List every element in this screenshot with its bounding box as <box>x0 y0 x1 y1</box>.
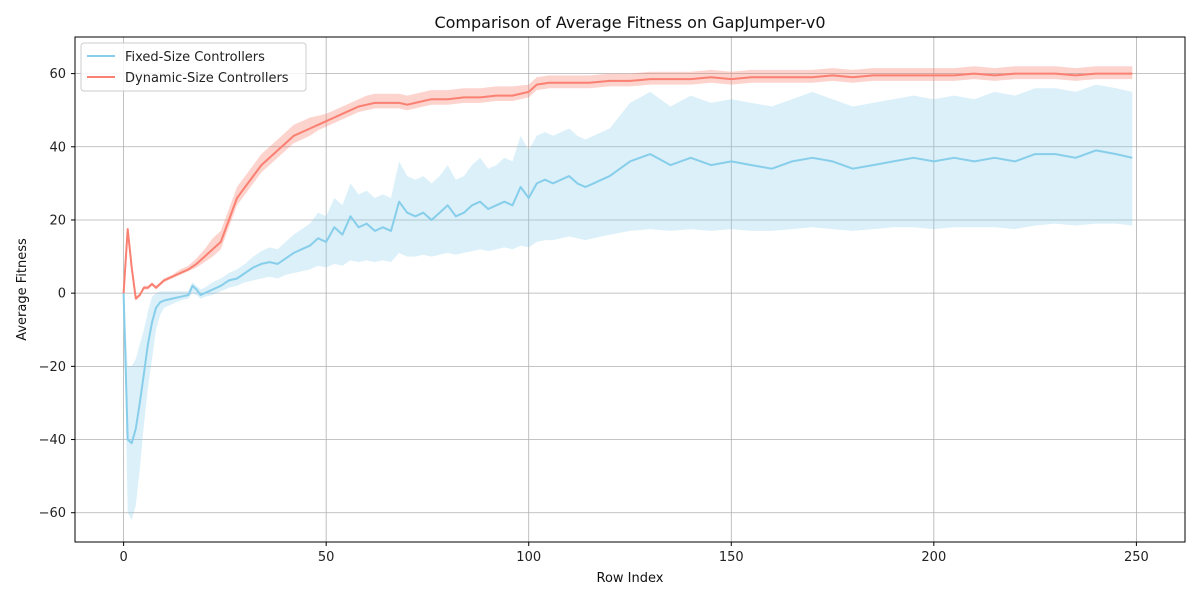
x-tick-label: 0 <box>119 550 127 565</box>
legend-label-fixed: Fixed-Size Controllers <box>125 50 265 65</box>
y-tick-label: 20 <box>49 213 66 228</box>
y-tick-label: 0 <box>58 287 66 302</box>
x-axis-label: Row Index <box>597 571 664 586</box>
chart-title: Comparison of Average Fitness on GapJump… <box>434 13 825 32</box>
y-tick-label: −60 <box>39 506 66 521</box>
axis-ticks: 0 50 100 150 200 250 −60 −40 −20 0 20 40 60 <box>39 67 1149 565</box>
series-line-0 <box>122 149 1133 445</box>
x-tick-label: 150 <box>719 550 744 565</box>
series-line-1 <box>122 72 1133 300</box>
confidence-bands <box>123 66 1133 520</box>
legend-box <box>80 42 307 92</box>
legend: Fixed-Size Controllers Dynamic-Size Cont… <box>80 42 307 92</box>
x-tick-label: 250 <box>1124 550 1149 565</box>
legend-label-dynamic: Dynamic-Size Controllers <box>125 71 289 86</box>
x-tick-label: 100 <box>516 550 541 565</box>
x-tick-label: 50 <box>318 550 335 565</box>
series-lines <box>122 72 1133 445</box>
y-axis-label: Average Fitness <box>15 238 30 341</box>
x-tick-label: 200 <box>921 550 946 565</box>
y-tick-label: −40 <box>39 433 66 448</box>
grid <box>75 37 1185 542</box>
plot-frame <box>74 36 1186 543</box>
y-tick-label: −20 <box>39 360 66 375</box>
y-tick-label: 60 <box>49 67 66 82</box>
y-tick-label: 40 <box>49 140 66 155</box>
confidence-band-0 <box>123 84 1133 520</box>
